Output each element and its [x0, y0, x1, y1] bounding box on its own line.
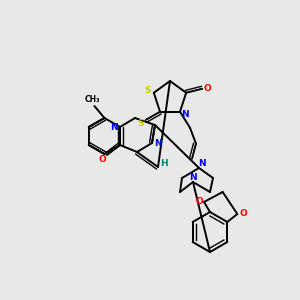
Text: CH₃: CH₃	[85, 95, 100, 104]
Text: N: N	[189, 172, 197, 182]
Text: O: O	[195, 196, 203, 206]
Text: N: N	[110, 122, 118, 131]
Text: O: O	[203, 84, 211, 93]
Text: O: O	[98, 154, 106, 164]
Text: O: O	[239, 208, 247, 217]
Text: N: N	[154, 139, 162, 148]
Text: N: N	[181, 110, 189, 119]
Text: S: S	[138, 119, 144, 128]
Text: S: S	[145, 86, 151, 95]
Text: H: H	[160, 158, 168, 167]
Text: N: N	[198, 158, 206, 167]
